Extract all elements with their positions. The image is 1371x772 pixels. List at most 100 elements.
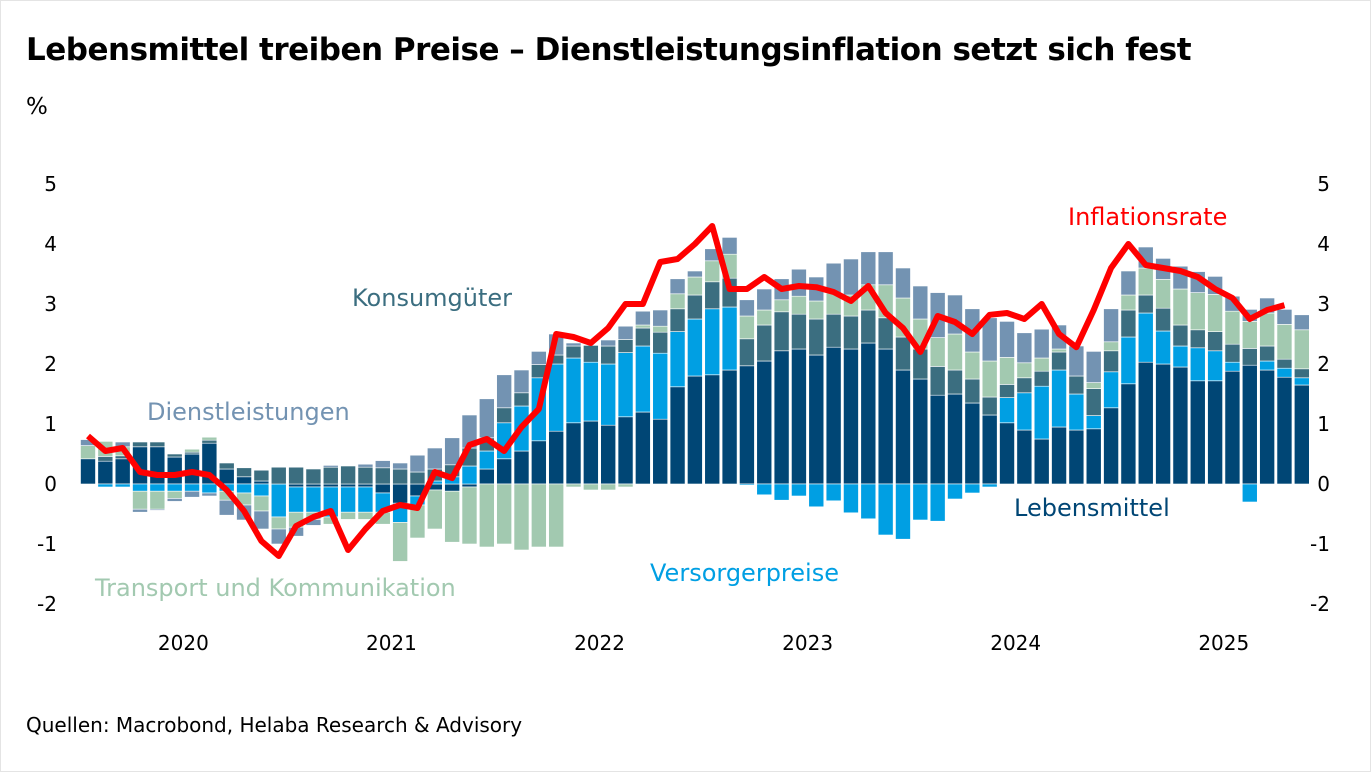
- bar-segment-transport-und-kommunikation: [1155, 279, 1171, 309]
- bar-segment-versorgerpreise: [808, 483, 825, 508]
- bar-segment-transport-und-kommunikation: [444, 490, 460, 543]
- bar-segment-versorgerpreise: [1120, 336, 1137, 385]
- bar-segment-lebensmittel: [947, 393, 963, 485]
- bar-segment-transport-und-kommunikation: [981, 360, 998, 398]
- bar-segment-transport-und-kommunikation: [184, 448, 200, 453]
- bar-segment-lebensmittel: [253, 480, 270, 485]
- bar-segment-lebensmittel: [808, 354, 825, 485]
- bar-segment-transport-und-kommunikation: [1120, 294, 1137, 311]
- bar-segment-konsumg-ter: [97, 456, 114, 462]
- bar-segment-transport-und-kommunikation: [132, 490, 148, 510]
- bar-segment-versorgerpreise: [912, 483, 929, 521]
- bar-segment-dienstleistungen: [426, 447, 443, 470]
- bar-segment-dienstleistungen: [860, 251, 877, 286]
- bar-segment-konsumg-ter: [929, 366, 946, 396]
- bar-segment-transport-und-kommunikation: [270, 516, 287, 530]
- bar-segment-lebensmittel: [97, 460, 114, 485]
- bar-segment-konsumg-ter: [1259, 345, 1275, 362]
- bar-segment-transport-und-kommunikation: [1051, 348, 1067, 353]
- bar-segment-konsumg-ter: [1276, 358, 1293, 369]
- y-tick-label-left: -2: [37, 592, 57, 616]
- bar-segment-transport-und-kommunikation: [929, 337, 946, 367]
- bar-segment-konsumg-ter: [877, 317, 894, 350]
- bar-segment-lebensmittel: [1276, 376, 1293, 485]
- bar-segment-konsumg-ter: [305, 468, 322, 485]
- bar-segment-versorgerpreise: [583, 361, 599, 422]
- bar-segment-lebensmittel: [600, 424, 617, 485]
- bar-segment-lebensmittel: [548, 430, 564, 485]
- bar-segment-versorgerpreise: [791, 483, 807, 497]
- bar-segment-lebensmittel: [1068, 429, 1085, 485]
- bar-segment-versorgerpreise: [1016, 392, 1033, 431]
- bar-segment-konsumg-ter: [288, 466, 304, 485]
- bar-segment-transport-und-kommunikation: [1189, 292, 1206, 331]
- bar-segment-dienstleistungen: [218, 499, 235, 516]
- bar-segment-transport-und-kommunikation: [565, 483, 582, 488]
- bar-segment-konsumg-ter: [565, 345, 582, 359]
- bar-segment-transport-und-kommunikation: [652, 325, 669, 333]
- bar-segment-versorgerpreise: [999, 397, 1015, 424]
- bar-segment-versorgerpreise: [1155, 330, 1171, 365]
- bar-segment-dienstleistungen: [600, 339, 617, 347]
- bar-segment-konsumg-ter: [964, 378, 981, 404]
- bar-segment-lebensmittel: [1120, 383, 1137, 485]
- bar-segment-konsumg-ter: [808, 318, 825, 356]
- bar-segment-versorgerpreise: [669, 331, 686, 388]
- bar-segment-transport-und-kommunikation: [756, 309, 773, 326]
- unit-label: %: [26, 94, 48, 120]
- bar-segment-dienstleistungen: [513, 369, 530, 394]
- bar-segment-versorgerpreise: [652, 352, 669, 420]
- bar-segment-konsumg-ter: [947, 369, 963, 395]
- bar-segment-konsumg-ter: [704, 281, 721, 310]
- annotation-konsumg-ter: Konsumgüter: [352, 284, 512, 312]
- bar-segment-transport-und-kommunikation: [964, 351, 981, 380]
- x-tick-label: 2022: [574, 631, 625, 655]
- bar-segment-dienstleistungen: [1103, 308, 1119, 343]
- y-tick-label-left: 3: [44, 292, 57, 316]
- annotation-lebensmittel: Lebensmittel: [1014, 494, 1170, 522]
- bar-segment-konsumg-ter: [166, 453, 183, 458]
- bar-segment-versorgerpreise: [721, 306, 738, 371]
- bar-segment-transport-und-kommunikation: [999, 357, 1015, 385]
- bar-segment-lebensmittel: [1259, 369, 1275, 485]
- bar-segment-versorgerpreise: [357, 486, 374, 513]
- bar-segment-versorgerpreise: [825, 483, 842, 502]
- bar-segment-dienstleistungen: [687, 270, 703, 278]
- bar-segment-lebensmittel: [236, 476, 252, 485]
- bar-segment-transport-und-kommunikation: [1294, 329, 1310, 370]
- bar-segment-lebensmittel: [392, 483, 408, 504]
- y-tick-label-left: -1: [37, 532, 57, 556]
- inflation-line: [86, 223, 1286, 559]
- y-tick-label-right: -1: [1310, 532, 1330, 556]
- bar-segment-dienstleistungen: [756, 288, 773, 311]
- bar-segment-versorgerpreise: [1051, 369, 1067, 428]
- bar-segment-lebensmittel: [1051, 426, 1067, 485]
- bar-segment-lebensmittel: [964, 402, 981, 485]
- bar-segment-dienstleistungen: [374, 460, 391, 469]
- bar-segment-versorgerpreise: [739, 483, 755, 486]
- bar-segment-lebensmittel: [461, 483, 478, 488]
- y-tick-label-right: -2: [1310, 592, 1330, 616]
- bar-segment-lebensmittel: [149, 446, 166, 485]
- bar-segment-transport-und-kommunikation: [704, 260, 721, 283]
- bar-segment-konsumg-ter: [1155, 307, 1171, 332]
- bar-segment-lebensmittel: [288, 483, 304, 488]
- bar-segment-konsumg-ter: [635, 327, 651, 347]
- bar-segment-konsumg-ter: [756, 324, 773, 362]
- bar-segment-konsumg-ter: [791, 313, 807, 350]
- bar-segment-versorgerpreise: [1172, 345, 1189, 368]
- bar-segment-konsumg-ter: [132, 441, 148, 448]
- bar-segment-versorgerpreise: [843, 483, 859, 514]
- bar-segment-dienstleistungen: [444, 437, 460, 466]
- bar-segment-konsumg-ter: [201, 439, 218, 444]
- bar-segment-konsumg-ter: [357, 466, 374, 485]
- bar-segment-lebensmittel: [635, 411, 651, 485]
- bar-segment-dienstleistungen: [132, 508, 148, 513]
- bar-segment-versorgerpreise: [1276, 367, 1293, 378]
- bar-segment-dienstleistungen: [1033, 328, 1050, 359]
- bar-segment-lebensmittel: [565, 422, 582, 485]
- bar-segment-versorgerpreise: [895, 483, 911, 540]
- bar-segment-versorgerpreise: [617, 352, 634, 418]
- y-tick-label-right: 4: [1317, 232, 1330, 256]
- bar-segment-versorgerpreise: [253, 483, 270, 497]
